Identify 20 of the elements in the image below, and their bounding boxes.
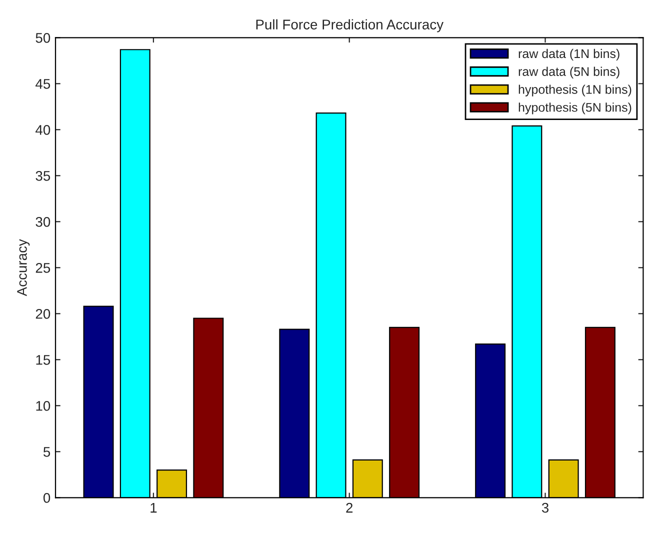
y-tick-label: 45 xyxy=(36,79,50,89)
legend-label: raw data (1N bins) xyxy=(518,48,620,61)
chart-title: Pull Force Prediction Accuracy xyxy=(256,19,444,32)
y-tick-label: 15 xyxy=(36,355,50,365)
y-tick-label: 20 xyxy=(36,308,50,319)
y-tick-label: 25 xyxy=(36,262,50,273)
y-axis-title: Accuracy xyxy=(17,239,30,296)
y-tick-label: 35 xyxy=(36,170,50,181)
x-tick-label: 1 xyxy=(150,503,157,513)
y-tick-label: 0 xyxy=(43,492,50,503)
y-tick-label: 40 xyxy=(36,124,50,135)
y-tick-label: 5 xyxy=(43,447,50,457)
legend-label: raw data (5N bins) xyxy=(518,66,620,78)
legend-label: hypothesis (1N bins) xyxy=(518,84,632,96)
x-tick-label: 2 xyxy=(346,502,353,513)
y-tick-label: 10 xyxy=(36,400,50,411)
legend-label: hypothesis (5N bins) xyxy=(518,102,632,114)
y-tick-label: 50 xyxy=(36,32,50,43)
y-tick-label: 30 xyxy=(36,216,50,227)
x-tick-label: 3 xyxy=(542,502,549,513)
